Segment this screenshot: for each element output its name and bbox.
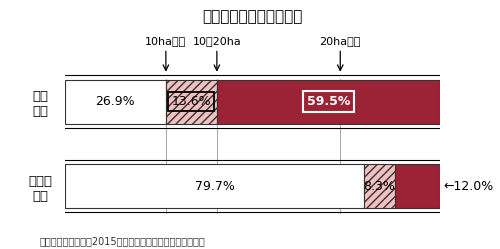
Bar [364,164,395,208]
Bar [166,80,217,124]
Text: ←12.0%: ←12.0% [444,180,494,192]
Text: 10〜20ha: 10〜20ha [192,36,241,46]
Bar [395,164,440,208]
Text: 10ha未満: 10ha未満 [145,36,186,46]
Bar [65,164,364,208]
Title: 経営規模別の面積シェア: 経営規模別の面積シェア [202,9,302,25]
Bar [217,80,440,124]
Text: 資料：農林水産省「2015年農林業センサス」（組替集計）: 資料：農林水産省「2015年農林業センサス」（組替集計） [40,237,206,247]
Text: 79.7%: 79.7% [194,180,234,192]
Text: 26.9%: 26.9% [96,95,135,108]
Text: 13.6%: 13.6% [172,95,211,108]
Text: 20ha以上: 20ha以上 [320,36,361,46]
Text: 59.5%: 59.5% [307,95,350,108]
Text: 8.3%: 8.3% [364,180,396,192]
Bar [65,80,166,124]
